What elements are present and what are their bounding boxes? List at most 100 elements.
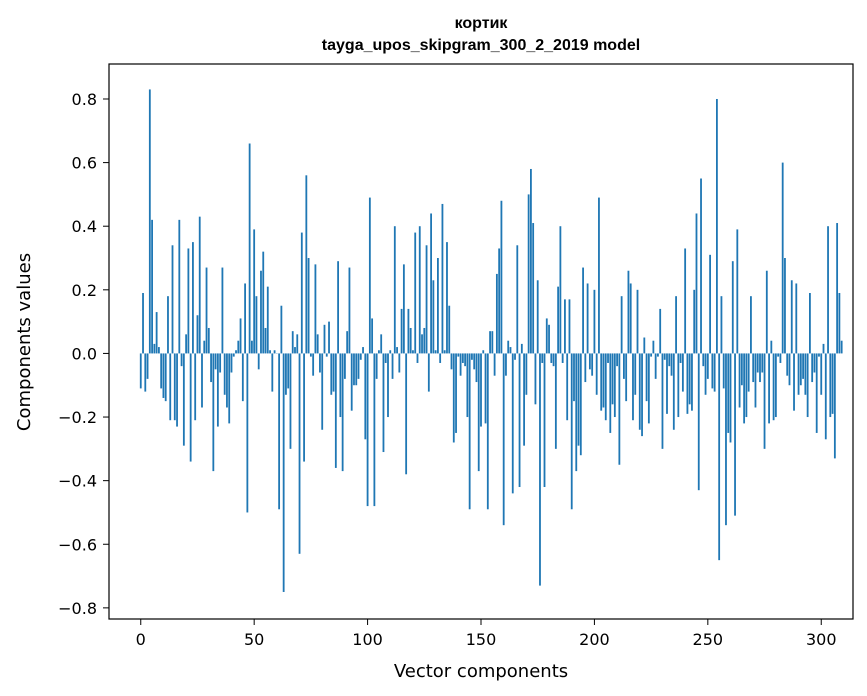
- bar: [223, 353, 226, 395]
- bar: [552, 353, 555, 367]
- bar: [319, 353, 321, 373]
- bar: [337, 261, 339, 354]
- bar: [389, 350, 392, 354]
- bar: [700, 178, 702, 354]
- bar: [362, 347, 364, 354]
- chart-titles: кортик tayga_upos_skipgram_300_2_2019 mo…: [322, 15, 640, 54]
- bar: [752, 353, 755, 383]
- bar: [289, 353, 292, 449]
- bar: [280, 305, 283, 354]
- bar: [230, 353, 233, 373]
- bar: [407, 308, 410, 354]
- bar: [226, 353, 228, 408]
- bar: [160, 353, 163, 389]
- bar: [627, 270, 630, 354]
- bar: [659, 308, 662, 354]
- bar: [788, 353, 791, 386]
- bar: [738, 353, 741, 408]
- bar: [253, 229, 256, 354]
- bar: [457, 353, 460, 357]
- bar: [155, 312, 158, 354]
- bar: [638, 353, 641, 430]
- bar: [654, 353, 657, 379]
- bar: [210, 353, 212, 383]
- bar: [657, 353, 659, 357]
- bar: [432, 280, 435, 354]
- bar: [623, 353, 625, 379]
- bar: [523, 353, 525, 446]
- bar: [770, 340, 773, 354]
- bar: [779, 353, 782, 363]
- bar: [405, 353, 408, 475]
- bar: [398, 353, 401, 373]
- bar: [561, 353, 564, 363]
- bar: [346, 331, 349, 354]
- bar: [536, 280, 539, 354]
- bar: [750, 296, 752, 354]
- bar: [423, 327, 426, 354]
- bar: [613, 353, 616, 418]
- bar: [620, 296, 623, 354]
- bar: [530, 168, 532, 354]
- bar: [244, 283, 246, 354]
- x-tick-label: 300: [806, 630, 837, 649]
- x-axis-ticks: 0 50 100 150 200 250 300: [136, 619, 837, 649]
- bar: [740, 353, 743, 386]
- bar: [339, 353, 342, 418]
- bar: [366, 353, 369, 507]
- bar: [278, 353, 281, 510]
- bar: [330, 353, 333, 395]
- y-axis-ticks: −0.8 −0.6 −0.4 −0.2 0.0 0.2 0.4 0.6 0.8: [58, 90, 109, 618]
- bar: [579, 353, 582, 456]
- bar: [650, 353, 653, 357]
- bar: [731, 261, 734, 354]
- bar: [557, 286, 560, 354]
- bar: [609, 353, 612, 433]
- bar: [829, 353, 832, 418]
- bar: [378, 350, 380, 354]
- bar: [446, 242, 448, 354]
- bar: [355, 353, 358, 386]
- bar: [711, 353, 714, 389]
- bar: [716, 98, 718, 354]
- bar: [734, 353, 736, 516]
- bar: [475, 353, 478, 383]
- bar: [516, 245, 519, 354]
- bar: [269, 350, 271, 354]
- bar: [691, 353, 693, 411]
- bar: [743, 353, 746, 424]
- bar: [151, 219, 153, 354]
- bar: [452, 353, 455, 443]
- bar: [736, 229, 739, 354]
- bar: [727, 353, 730, 433]
- bar: [498, 248, 501, 354]
- bar: [754, 353, 757, 408]
- bar: [822, 343, 825, 354]
- bar: [471, 353, 473, 360]
- bar: [237, 340, 240, 354]
- x-axis-label: Vector components: [394, 661, 568, 682]
- bar: [180, 353, 183, 367]
- bar: [761, 353, 764, 373]
- bar: [720, 296, 723, 354]
- bar: [382, 353, 385, 453]
- bar: [804, 353, 807, 395]
- bar: [652, 340, 655, 354]
- bar: [409, 327, 412, 354]
- bar: [573, 353, 575, 402]
- bar: [670, 353, 673, 376]
- bar: [309, 353, 312, 357]
- bar: [473, 353, 476, 370]
- bar: [273, 350, 276, 354]
- bar: [663, 353, 666, 360]
- bar: [271, 353, 274, 392]
- bar: [402, 264, 405, 354]
- bar: [178, 219, 181, 354]
- bar: [393, 226, 396, 354]
- bar: [455, 353, 457, 433]
- bar: [305, 175, 308, 354]
- bar: [384, 353, 387, 363]
- x-tick-label: 150: [466, 630, 497, 649]
- bar: [575, 353, 578, 472]
- y-tick-label: −0.2: [58, 408, 97, 427]
